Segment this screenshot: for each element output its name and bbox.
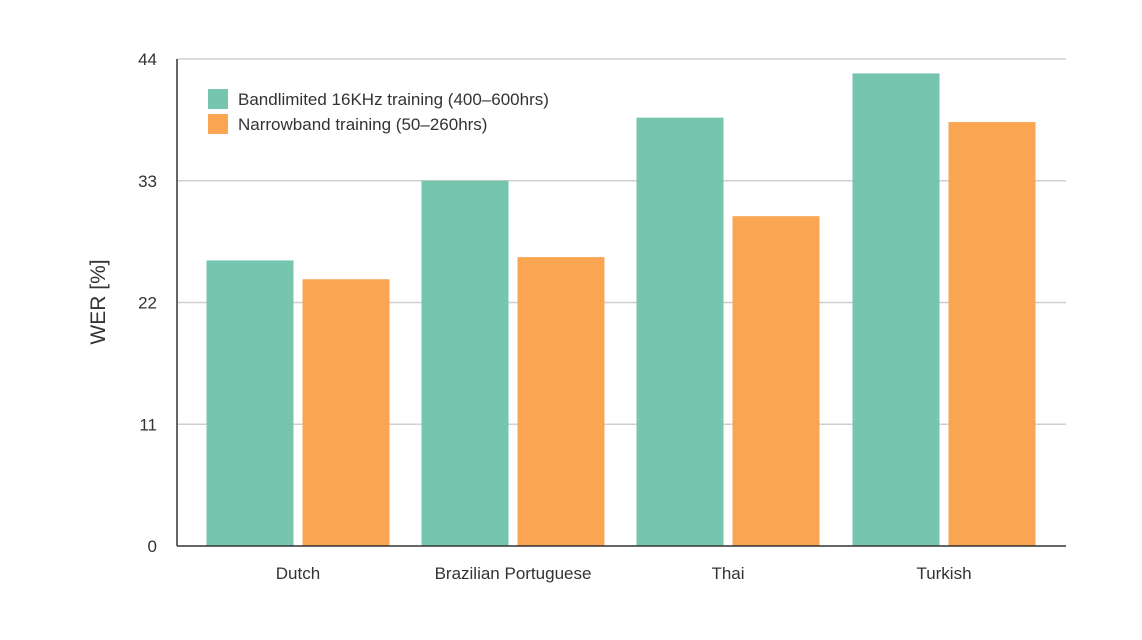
x-tick-label: Turkish	[916, 564, 971, 583]
y-axis-title: WER [%]	[87, 259, 110, 344]
y-tick-label: 0	[148, 537, 157, 556]
y-tick-label: 22	[138, 294, 157, 313]
legend-label: Narrowband training (50–260hrs)	[238, 115, 487, 134]
legend-swatch	[208, 114, 228, 134]
legend: Bandlimited 16KHz training (400–600hrs) N…	[208, 89, 549, 134]
bar	[636, 117, 724, 546]
x-tick-labels: Dutch Brazilian Portuguese Thai Turkish	[276, 564, 972, 583]
bar	[206, 260, 294, 546]
bar	[517, 257, 605, 546]
x-tick-label: Thai	[711, 564, 744, 583]
y-tick-label: 44	[138, 50, 157, 69]
bar	[852, 73, 940, 546]
bars-group	[206, 73, 1036, 547]
y-tick-labels: 0 11 22 33 44	[138, 50, 157, 556]
bar	[948, 122, 1036, 547]
legend-label: Bandlimited 16KHz training (400–600hrs)	[238, 90, 549, 109]
y-tick-label: 11	[139, 415, 157, 434]
x-tick-label: Dutch	[276, 564, 320, 583]
bar	[732, 216, 820, 546]
x-tick-label: Brazilian Portuguese	[435, 564, 592, 583]
bar	[302, 279, 390, 546]
axes	[176, 59, 1066, 547]
y-tick-label: 33	[138, 172, 157, 191]
legend-swatch	[208, 89, 228, 109]
bar	[421, 180, 509, 546]
